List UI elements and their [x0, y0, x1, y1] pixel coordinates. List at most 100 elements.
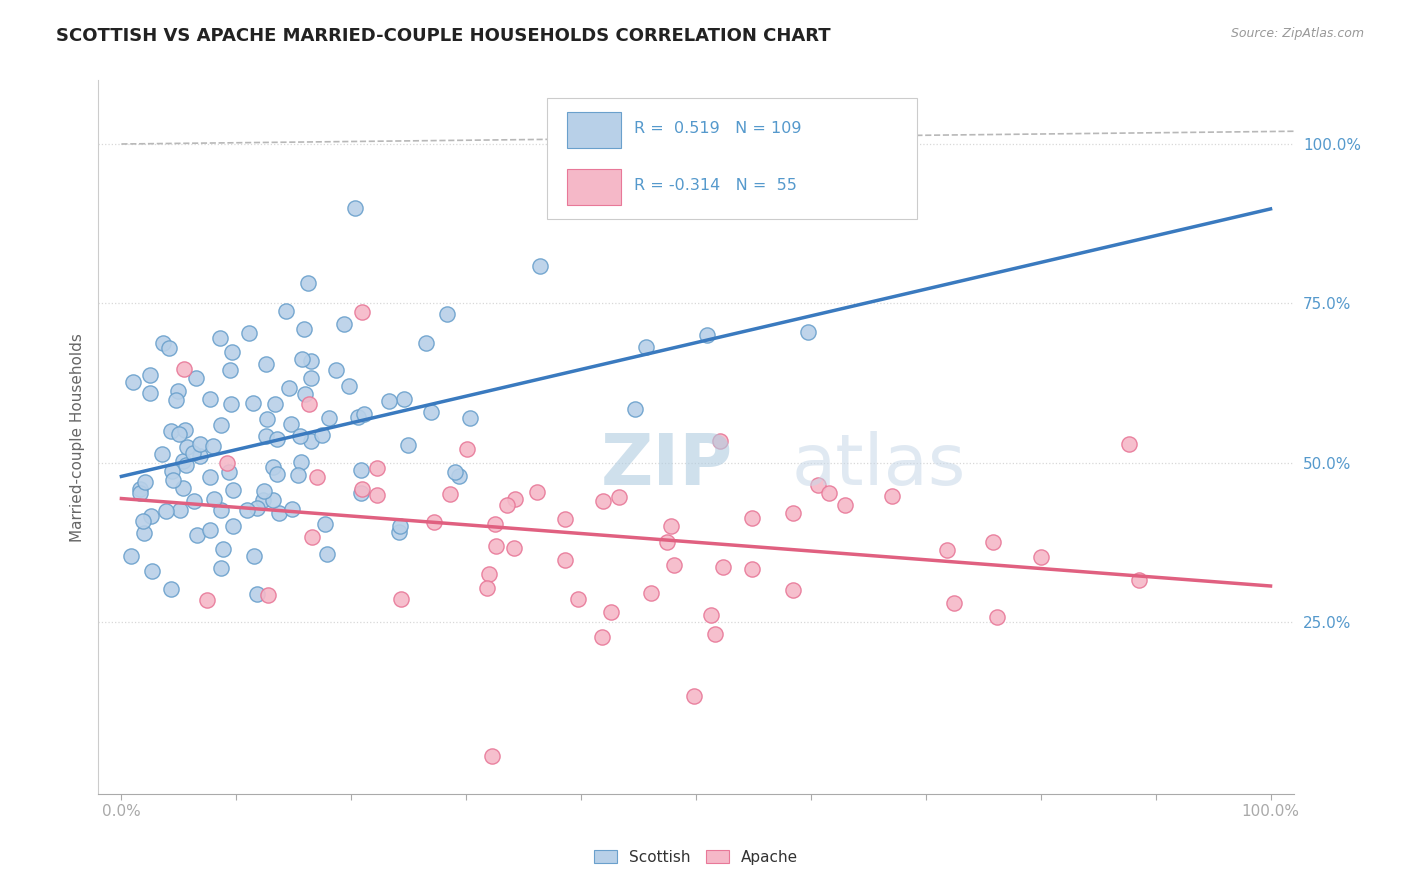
Point — [257, 588, 280, 602]
Point — [554, 512, 576, 526]
Point — [378, 394, 401, 409]
Point — [160, 464, 183, 478]
Point — [333, 317, 356, 331]
Point — [711, 560, 734, 574]
Point — [267, 506, 290, 520]
Point — [236, 502, 259, 516]
Point — [529, 260, 551, 274]
Point — [219, 397, 242, 411]
Point — [298, 397, 321, 411]
Point — [1128, 574, 1150, 588]
Text: R =  0.519   N = 109: R = 0.519 N = 109 — [634, 121, 801, 136]
Point — [184, 370, 207, 384]
Point — [986, 609, 1008, 624]
Point — [659, 519, 682, 533]
Point — [458, 410, 481, 425]
Point — [346, 410, 368, 425]
Y-axis label: Married-couple Households: Married-couple Households — [69, 333, 84, 541]
Point — [353, 407, 375, 421]
Point — [818, 485, 841, 500]
Point — [198, 470, 221, 484]
Point — [167, 384, 190, 399]
Point — [475, 581, 498, 595]
FancyBboxPatch shape — [567, 112, 620, 148]
Point — [624, 402, 647, 417]
Point — [152, 336, 174, 351]
Point — [208, 331, 231, 345]
Point — [253, 483, 276, 498]
Point — [202, 491, 225, 506]
Point — [478, 566, 501, 581]
Point — [700, 607, 723, 622]
Point — [682, 689, 704, 703]
Point — [262, 460, 284, 475]
Text: atlas: atlas — [792, 431, 966, 500]
Point — [592, 494, 614, 508]
Point — [139, 509, 162, 524]
Point — [782, 507, 804, 521]
Point — [607, 490, 630, 504]
Point — [280, 417, 302, 432]
Text: R = -0.314   N =  55: R = -0.314 N = 55 — [634, 178, 797, 194]
Point — [183, 493, 205, 508]
Point — [634, 340, 657, 354]
Point — [218, 465, 240, 479]
Point — [141, 565, 163, 579]
FancyBboxPatch shape — [567, 169, 620, 205]
Point — [420, 405, 443, 419]
Point — [481, 748, 503, 763]
Point — [352, 305, 374, 319]
Point — [120, 549, 142, 564]
Point — [256, 412, 278, 426]
Point — [662, 558, 685, 572]
Point — [496, 498, 519, 512]
Point — [337, 379, 360, 393]
Point — [132, 514, 155, 528]
Point — [291, 351, 314, 366]
Point — [121, 375, 143, 389]
Point — [221, 344, 243, 359]
FancyBboxPatch shape — [547, 98, 917, 219]
Point — [222, 518, 245, 533]
Text: Source: ZipAtlas.com: Source: ZipAtlas.com — [1230, 27, 1364, 40]
Point — [281, 502, 304, 516]
Point — [484, 516, 506, 531]
Point — [741, 511, 763, 525]
Point — [350, 463, 373, 477]
Point — [222, 483, 245, 498]
Point — [252, 493, 274, 508]
Text: ZIP: ZIP — [600, 431, 733, 500]
Legend: Scottish, Apache: Scottish, Apache — [593, 850, 799, 864]
Point — [807, 478, 830, 492]
Point — [392, 392, 415, 406]
Point — [242, 396, 264, 410]
Point — [264, 397, 287, 411]
Point — [139, 386, 162, 401]
Point — [186, 528, 208, 542]
Point — [209, 561, 232, 575]
Point — [366, 488, 388, 502]
Point — [181, 446, 204, 460]
Point — [174, 458, 197, 472]
Point — [167, 427, 190, 442]
Point — [134, 475, 156, 489]
Point — [173, 362, 195, 376]
Point — [212, 541, 235, 556]
Point — [1118, 437, 1140, 451]
Point — [444, 465, 467, 479]
Point — [162, 473, 184, 487]
Point — [165, 392, 187, 407]
Point — [173, 423, 195, 437]
Point — [217, 456, 239, 470]
Point — [782, 582, 804, 597]
Point — [655, 535, 678, 549]
Point — [389, 592, 412, 607]
Point — [254, 357, 277, 371]
Point — [299, 371, 322, 385]
Point — [172, 453, 194, 467]
Point — [297, 276, 319, 290]
Point — [266, 432, 288, 446]
Point — [640, 586, 662, 600]
Point — [882, 489, 904, 503]
Point — [139, 368, 162, 382]
